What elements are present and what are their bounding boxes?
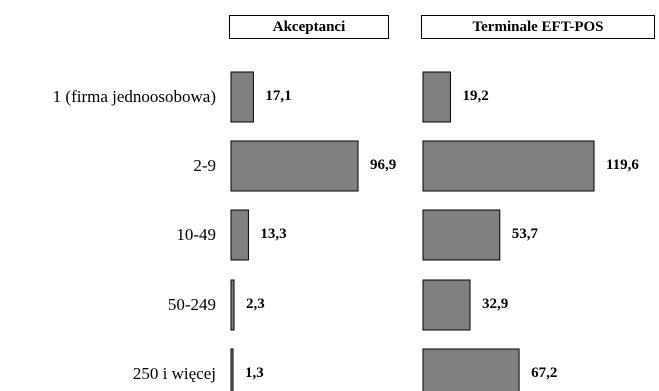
category-label: 50-249 bbox=[167, 295, 216, 314]
panel-title-akceptanci: Akceptanci bbox=[229, 15, 389, 39]
data-label: 67,2 bbox=[531, 365, 558, 381]
bar-akceptanci-2 bbox=[230, 209, 249, 261]
data-label: 13,3 bbox=[260, 226, 287, 242]
data-label: 32,9 bbox=[482, 296, 509, 312]
bar-terminale-4 bbox=[422, 348, 520, 391]
bar-terminale-1 bbox=[422, 140, 595, 192]
category-label: 250 i więcej bbox=[132, 364, 216, 383]
data-label: 119,6 bbox=[606, 157, 639, 173]
bar-akceptanci-3 bbox=[230, 279, 235, 331]
category-label: 10-49 bbox=[176, 225, 216, 244]
bar-terminale-2 bbox=[422, 209, 501, 261]
data-label: 19,2 bbox=[462, 88, 489, 104]
panel-title-terminale: Terminale EFT-POS bbox=[421, 15, 655, 39]
bar-akceptanci-0 bbox=[230, 71, 254, 123]
data-label: 96,9 bbox=[370, 157, 397, 173]
category-label: 1 (firma jednoosobowa) bbox=[52, 87, 216, 106]
data-label: 17,1 bbox=[265, 88, 292, 104]
data-label: 53,7 bbox=[511, 226, 539, 242]
data-label: 1,3 bbox=[245, 365, 264, 381]
category-label: 2-9 bbox=[193, 156, 216, 175]
bar-terminale-3 bbox=[422, 279, 471, 331]
bar-akceptanci-1 bbox=[230, 140, 359, 192]
bar-terminale-0 bbox=[422, 71, 451, 123]
data-label: 2,3 bbox=[246, 296, 265, 312]
bar-akceptanci-4 bbox=[230, 348, 234, 391]
